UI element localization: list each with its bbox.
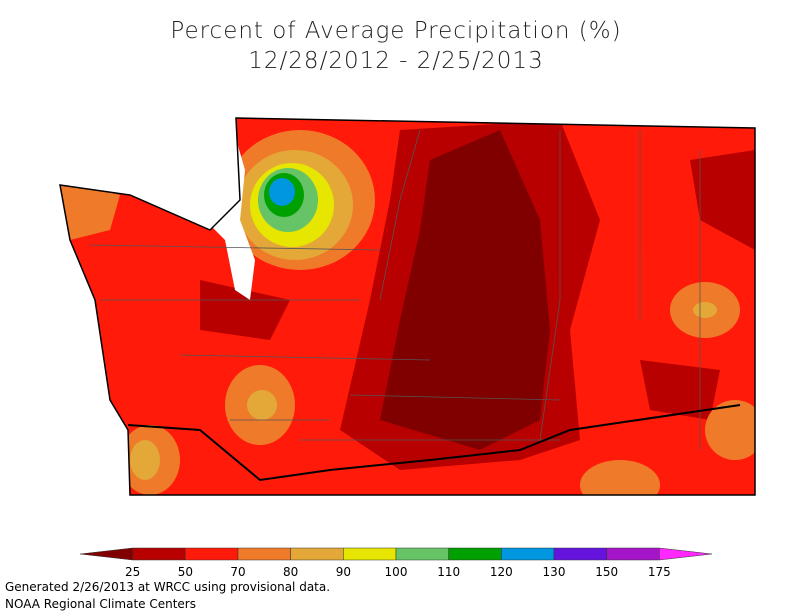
legend-swatch (606, 547, 660, 561)
legend-swatch (79, 547, 133, 561)
legend-swatch (659, 547, 713, 561)
legend-label: 70 (230, 565, 245, 579)
title: Percent of Average Precipitation (%) (170, 18, 621, 44)
legend-label: 25 (125, 565, 140, 579)
legend-swatch (448, 547, 502, 561)
legend-swatch (501, 547, 555, 561)
legend: 25 50 70 80 90 100 110 120 130 150 175 (79, 547, 713, 579)
footer-line: Generated 2/26/2013 at WRCC using provis… (5, 580, 330, 594)
legend-label: 120 (490, 565, 513, 579)
footer-line: NOAA Regional Climate Centers (5, 597, 196, 611)
legend-swatch (553, 547, 607, 561)
legend-label: 110 (437, 565, 460, 579)
legend-label: 130 (543, 565, 566, 579)
legend-label: 150 (595, 565, 618, 579)
legend-swatch (343, 547, 397, 561)
legend-label: 80 (283, 565, 298, 579)
legend-swatch (395, 547, 449, 561)
legend-swatch (290, 547, 344, 561)
legend-swatch (237, 547, 291, 561)
legend-label: 50 (178, 565, 193, 579)
legend-swatch (185, 547, 239, 561)
map (59, 117, 756, 496)
subtitle: 12/28/2012 - 2/25/2013 (248, 48, 543, 74)
legend-swatch (132, 547, 186, 561)
legend-label: 100 (385, 565, 408, 579)
legend-label: 90 (336, 565, 351, 579)
legend-label: 175 (648, 565, 671, 579)
